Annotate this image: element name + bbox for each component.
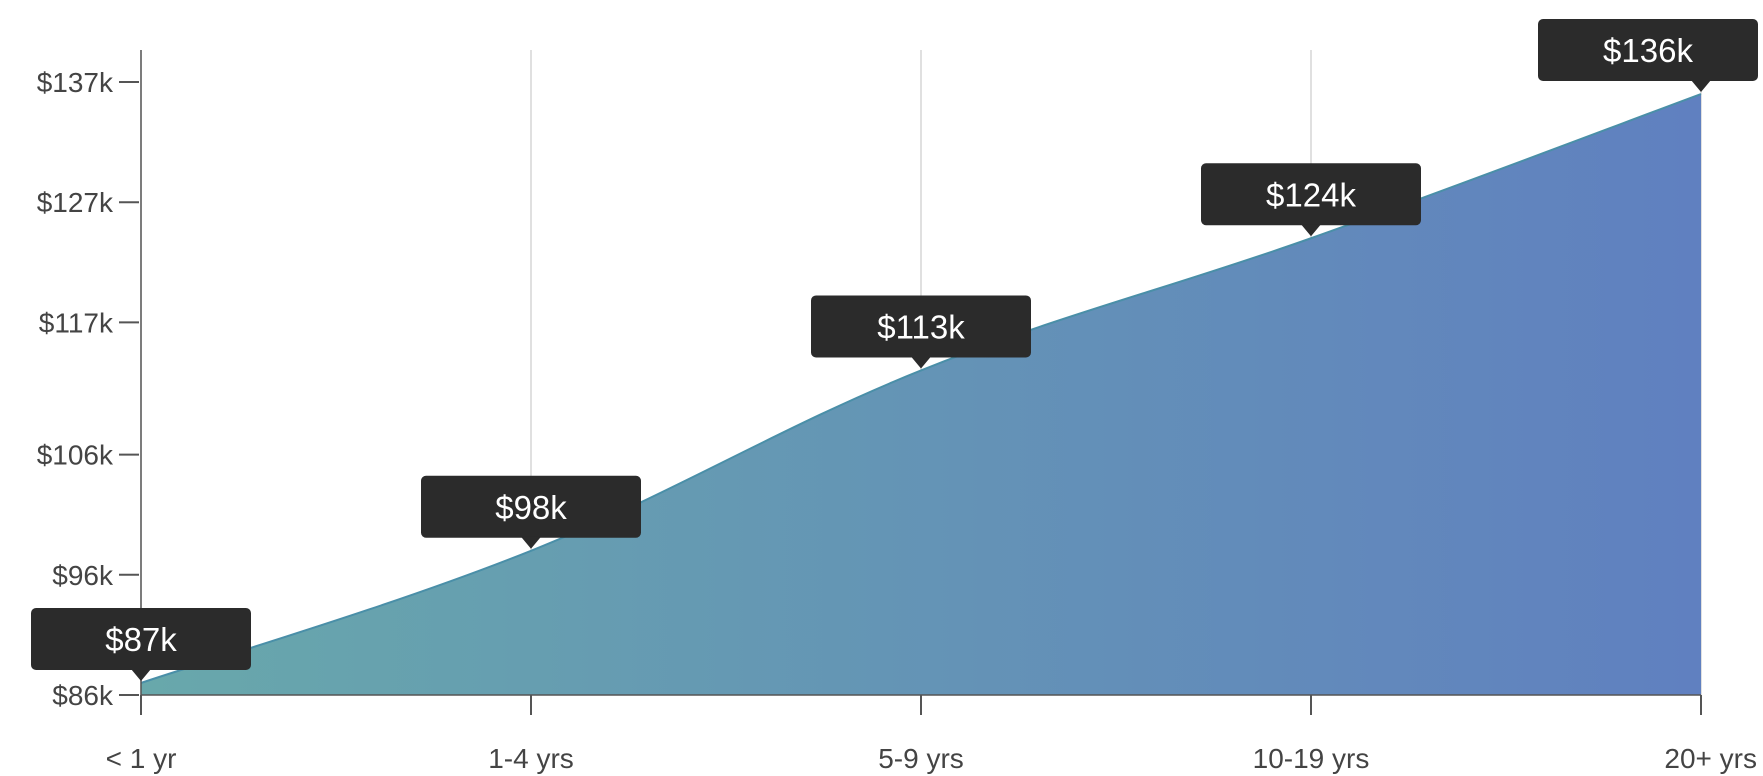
data-label-1: $98k [421, 475, 641, 549]
data-label-text-4: $136k [1603, 32, 1693, 69]
x-tick-label-2: 5-9 yrs [878, 743, 964, 774]
data-label-text-3: $124k [1266, 176, 1356, 213]
x-tick-label-1: 1-4 yrs [488, 743, 574, 774]
x-tick-label-4: 20+ yrs [1664, 743, 1757, 774]
data-label-0: $87k [31, 607, 251, 681]
data-label-pointer-1 [521, 536, 541, 549]
x-tick-label-3: 10-19 yrs [1253, 743, 1370, 774]
data-label-box-0 [31, 607, 251, 670]
data-label-box-1 [421, 475, 641, 538]
data-label-text-0: $87k [105, 621, 177, 658]
series-line [140, 93, 1702, 684]
data-label-box-3 [1201, 163, 1421, 226]
y-tick-label-4: $127k [37, 187, 114, 218]
data-label-text-1: $98k [495, 489, 567, 526]
data-label-text-2: $113k [877, 308, 965, 345]
data-label-pointer-4 [1691, 80, 1711, 93]
data-label-pointer-3 [1301, 224, 1321, 237]
data-label-2: $113k [811, 295, 1031, 369]
x-tick-label-0: < 1 yr [106, 743, 177, 774]
data-label-pointer-0 [131, 668, 151, 681]
data-label-4: $136k [1538, 19, 1758, 93]
data-label-3: $124k [1201, 163, 1421, 237]
y-tick-label-1: $96k [52, 560, 114, 591]
data-label-box-4 [1538, 19, 1758, 82]
y-tick-label-2: $106k [37, 440, 114, 471]
data-label-pointer-2 [911, 356, 931, 369]
axes: $86k $96k $106k $117k $127k $137k < 1 yr 1-4 yr… [37, 50, 1757, 774]
data-labels: $87k $98k $113k $124k $136k [31, 19, 1758, 681]
y-tick-label-3: $117k [39, 307, 114, 338]
area-series [140, 93, 1702, 696]
y-tick-label-5: $137k [37, 67, 114, 98]
y-tick-label-0: $86k [52, 680, 114, 711]
data-label-box-2 [811, 295, 1031, 358]
area-fill [141, 94, 1701, 696]
